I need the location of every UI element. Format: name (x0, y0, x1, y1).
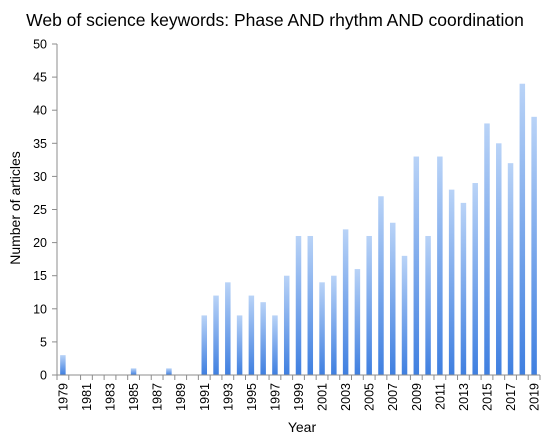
x-tick-label: 2001 (316, 383, 330, 411)
y-tick-label: 10 (33, 302, 47, 316)
x-tick-label: 1981 (80, 383, 94, 411)
y-tick-label: 50 (33, 38, 47, 52)
x-tick-label: 2017 (504, 383, 518, 411)
y-tick-label: 0 (40, 369, 47, 383)
bar-1992: 1992: 12 (213, 295, 219, 375)
y-axis-ticks: 0 5 10 15 20 25 30 35 40 45 50 (33, 38, 57, 383)
bar-1998: 1998: 15 (283, 275, 290, 375)
bar-2008: 2008: 18 (401, 255, 408, 375)
y-tick-label: 30 (33, 170, 47, 184)
bar-2005: 2005: 21 (366, 235, 372, 375)
x-tick-label: 1989 (174, 383, 188, 411)
bar-2007: 2007: 23 (389, 222, 396, 375)
bar-1988: 1988: 1 (166, 368, 172, 375)
bar-1994: 1994: 9 (236, 315, 243, 375)
x-tick-label: 2013 (457, 383, 471, 411)
x-tick-label: 1985 (127, 383, 141, 411)
x-tick-label: 1993 (221, 383, 235, 411)
bar-2017: 2017: 32 (507, 163, 514, 375)
x-tick-label: 1997 (268, 383, 282, 411)
bar-2019: 2019: 39 (531, 116, 537, 375)
y-tick-label: 35 (33, 137, 47, 151)
y-tick-label: 20 (33, 236, 47, 250)
bar-1979: 1979: 3 (60, 355, 66, 375)
x-tick-label: 2015 (480, 383, 494, 411)
bar-2012: 2012: 28 (448, 189, 455, 375)
y-tick-label: 25 (33, 203, 47, 217)
axes (56, 44, 540, 376)
x-axis-ticks: 1979 1981 1983 1985 1987 1989 1991 1993 1995 1997… (56, 375, 542, 411)
bar-1999: 1999: 21 (295, 235, 302, 375)
bar-2001: 2001: 14 (319, 282, 325, 375)
x-tick-label: 2007 (386, 383, 400, 411)
bar-2016: 2016: 35 (496, 143, 502, 375)
x-tick-label: 2009 (410, 383, 424, 411)
bar-2015: 2015: 38 (484, 123, 490, 375)
bar-1993: 1993: 14 (225, 282, 231, 375)
x-tick-label: 2011 (433, 383, 447, 410)
bar-2013: 2013: 26 (460, 202, 467, 375)
x-tick-label: 2005 (363, 383, 377, 411)
x-axis-title: Year (288, 419, 317, 435)
bar-2002: 2002: 15 (331, 275, 337, 375)
chart-title: Web of science keywords: Phase AND rhyth… (26, 10, 524, 30)
x-tick-label: 1995 (245, 383, 259, 411)
x-tick-label: 2003 (339, 383, 353, 411)
bar-2010: 2010: 21 (425, 235, 431, 375)
bar-2004: 2004: 16 (354, 269, 361, 375)
bars: 1979: 31980: 01981: 01982: 01983: 01984:… (60, 83, 537, 375)
y-tick-label: 5 (40, 335, 47, 349)
y-tick-label: 15 (33, 269, 47, 283)
x-tick-label: 1987 (151, 383, 165, 411)
x-tick-label: 2019 (528, 383, 542, 411)
bar-1996: 1996: 11 (260, 302, 266, 375)
bar-2014: 2014: 29 (472, 183, 478, 375)
bar-2018: 2018: 44 (519, 83, 526, 375)
y-axis-title: Number of articles (7, 151, 23, 265)
x-tick-label: 1979 (56, 383, 70, 411)
bar-2006: 2006: 27 (378, 196, 384, 375)
y-tick-label: 45 (33, 71, 47, 85)
x-tick-label: 1983 (104, 383, 118, 411)
bar-2003: 2003: 22 (342, 229, 349, 375)
bar-2000: 2000: 21 (307, 235, 314, 375)
bar-2011: 2011: 33 (437, 156, 443, 375)
bar-1991: 1991: 9 (201, 315, 208, 375)
x-tick-label: 1991 (198, 383, 212, 411)
bar-1997: 1997: 9 (272, 315, 278, 375)
bar-1995: 1995: 12 (248, 295, 255, 375)
bar-2009: 2009: 33 (413, 156, 420, 375)
x-tick-label: 1999 (292, 383, 306, 411)
y-tick-label: 40 (33, 104, 47, 118)
bar-1985: 1985: 1 (130, 368, 137, 375)
